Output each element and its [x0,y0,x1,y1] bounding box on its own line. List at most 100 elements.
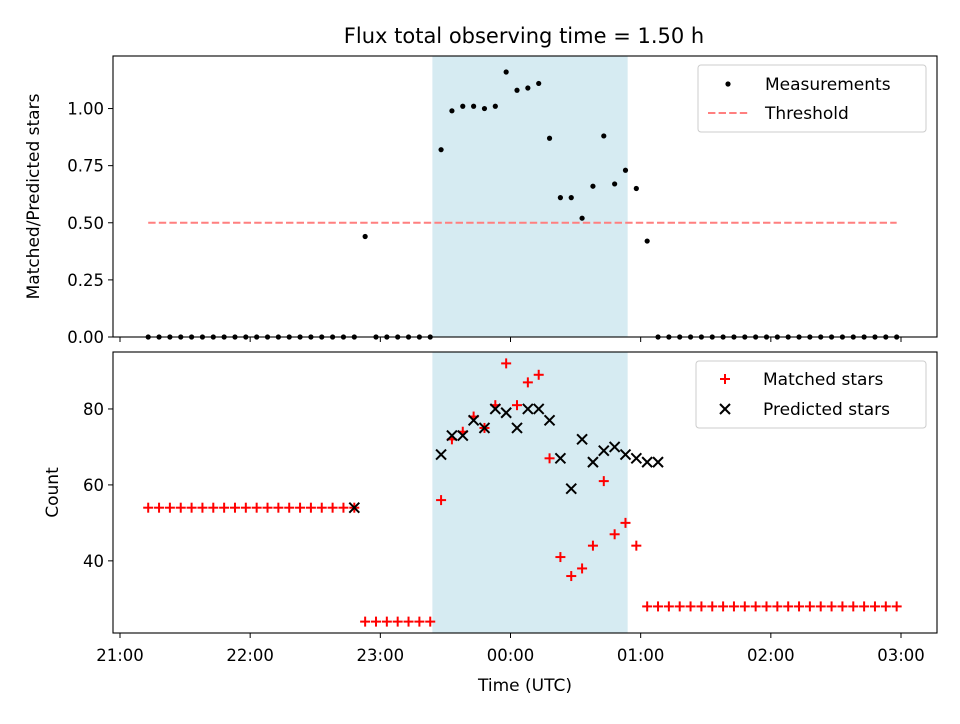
matched-point [555,552,566,563]
matched-point [512,400,523,411]
matched-point [804,601,815,612]
matched-point [728,601,739,612]
bottom-x-tick-label: 02:00 [747,646,795,665]
measurement-point [590,183,596,189]
matched-point [631,540,642,551]
matched-point [208,502,219,513]
predicted-point [576,433,588,446]
matched-point [164,502,175,513]
measurement-point [525,85,531,91]
measurement-point [644,238,650,244]
matched-point [587,540,598,551]
measurement-point [536,80,542,87]
bottom-shaded-interval [432,352,628,633]
measurement-point [557,195,563,201]
measurement-point [460,103,466,109]
matched-point [186,502,197,513]
measurement-point [601,133,607,139]
bottom-legend-frame [695,360,927,429]
measurement-point [471,103,477,109]
matched-point [501,358,512,369]
legend-measurements-marker [725,81,731,87]
bottom-x-tick-label: 01:00 [617,646,665,665]
predicted-point [641,456,653,468]
predicted-point [532,403,545,415]
bottom-y-tick-label: 80 [83,400,104,419]
matched-point [848,601,859,612]
top-y-tick-label: 1.00 [67,100,104,119]
bottom-y-tick-label: 40 [83,552,104,571]
bottom-x-axis-label: Time (UTC) [477,676,572,696]
matched-point [273,502,284,513]
matched-point [229,502,240,513]
predicted-point [478,422,491,434]
matched-point [295,502,306,513]
predicted-point [652,456,664,468]
legend-matched-marker [720,374,730,384]
matched-point [598,476,609,487]
predicted-point [446,429,458,442]
bottom-x-tick-label: 22:00 [226,646,274,665]
bottom-y-tick-label: 60 [83,476,104,495]
top-x-ticks [119,337,902,342]
matched-point [772,601,783,612]
bottom-y-axis-label: Count [43,467,63,518]
measurement-point [622,167,629,173]
matched-point [869,601,880,612]
matched-point [826,601,837,612]
top-axes-frame [112,55,938,338]
legend-cross-glyph [719,403,731,415]
matched-point [685,601,696,612]
measurement-point [438,147,444,153]
bottom-plot-area [143,358,902,627]
top-y-axis: 0.00 0.25 0.50 0.75 1.00 [67,100,113,347]
matched-point [392,616,403,627]
matched-point [663,601,674,612]
matched-point [381,616,392,627]
matched-point [154,502,165,513]
top-y-tick-label: 0.25 [67,271,104,290]
matched-point [696,601,707,612]
bottom-x-axis: 21:00 22:00 23:00 00:00 01:00 02:00 03:00 [96,633,925,665]
bottom-x-tick-label: 03:00 [877,646,925,665]
legend-predicted-marker [719,403,731,415]
top-y-tick-label: 0.75 [67,157,104,176]
chart-title: Flux total observing time = 1.50 h [344,24,704,48]
matched-point [761,601,772,612]
matched-point [739,601,750,612]
matched-point [891,601,902,612]
predicted-point [630,452,643,465]
matched-point [544,453,555,464]
top-y-tick-label: 0.50 [67,214,104,233]
predicted-point [598,445,610,457]
predicted-point [489,403,502,415]
matched-point [251,502,262,513]
matched-point [880,601,891,612]
matched-point [783,601,794,612]
matched-point [566,571,577,582]
legend-plus-glyph [720,374,730,384]
bottom-axes-frame [112,351,938,634]
matched-point [642,601,653,612]
matched-point [284,502,295,513]
matched-point [143,502,154,513]
top-shaded-interval [432,56,628,337]
measurement-point [492,103,498,109]
matched-point [436,495,447,506]
predicted-point [511,422,523,434]
measurement-point [633,185,639,192]
measurement-point [568,195,574,201]
matched-point [338,502,349,513]
bottom-x-tick-label: 00:00 [487,646,535,665]
matched-point [240,502,251,513]
matched-point [522,377,533,388]
predicted-point [619,448,632,461]
matched-point [403,616,414,627]
matched-point [620,517,631,528]
predicted-point [348,501,361,514]
predicted-point [565,482,577,495]
top-panel: 0.00 0.25 0.50 0.75 1.00 Matched/Predicted s… [24,55,938,347]
legend-predicted-label: Predicted stars [763,400,890,420]
legend-matched-label: Matched stars [763,370,883,390]
